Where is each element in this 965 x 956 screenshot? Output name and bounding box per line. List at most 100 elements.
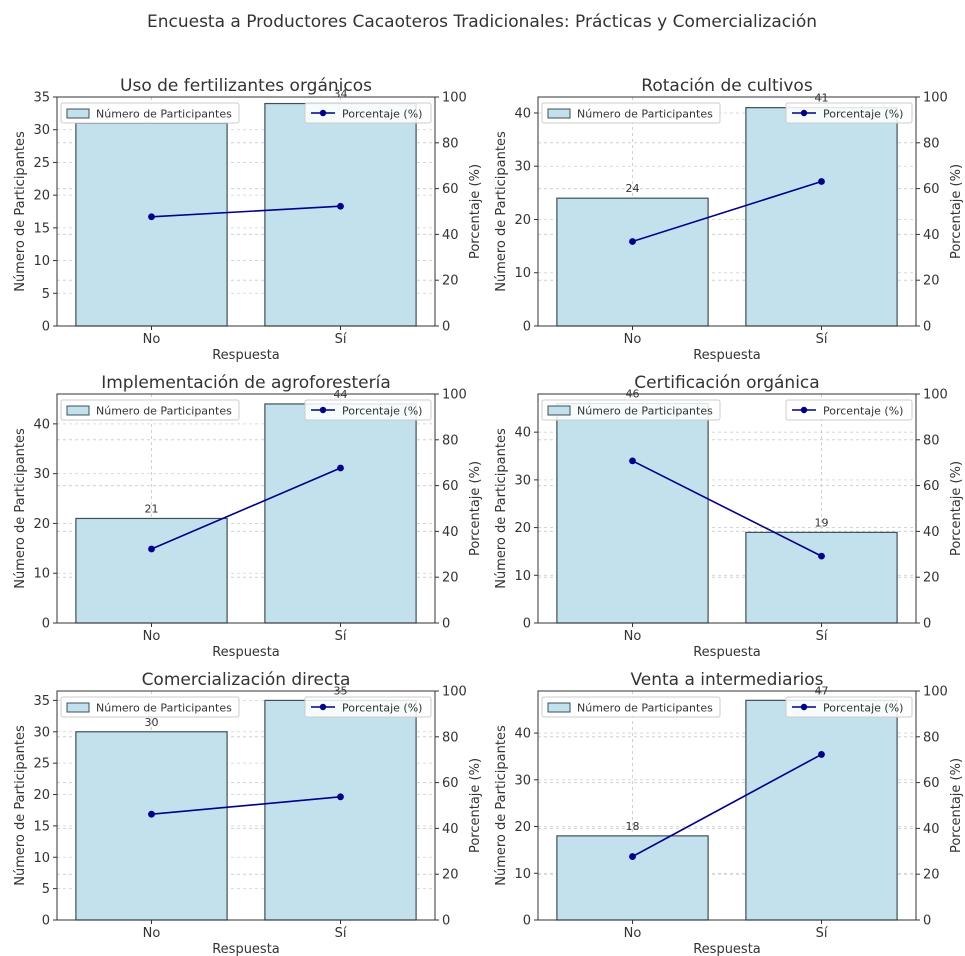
legend-bars: Número de Participantes — [60, 696, 240, 718]
y2-tick-label: 20 — [923, 274, 940, 289]
line-point — [148, 810, 155, 818]
y2-tick-label: 60 — [923, 182, 940, 197]
y2-tick-label: 40 — [442, 822, 459, 837]
bar-value-label: 21 — [145, 502, 159, 515]
legend-label-bars: Número de Participantes — [577, 108, 713, 121]
legend-bars: Número de Participantes — [541, 399, 721, 421]
legend-box — [541, 696, 721, 718]
line-point — [818, 552, 825, 560]
x-axis-label: Respuesta — [212, 645, 280, 660]
y-tick-label: 35 — [33, 694, 50, 709]
x-axis-label: Respuesta — [212, 942, 280, 956]
bar-value-label: 18 — [626, 820, 640, 833]
legend-swatch-marker — [319, 703, 327, 711]
y-tick-label: 30 — [514, 773, 531, 788]
bar-value-label: 19 — [815, 516, 829, 529]
x-tick-label: Sí — [335, 332, 347, 347]
y2-tick-label: 0 — [923, 914, 931, 929]
legend-label-bars: Número de Participantes — [96, 405, 232, 418]
y2-axis-label: Porcentaje (%) — [949, 461, 964, 556]
y-tick-label: 0 — [42, 914, 50, 929]
y-tick-label: 10 — [514, 266, 531, 281]
y2-tick-label: 80 — [923, 433, 940, 448]
line-point — [818, 178, 825, 185]
y-tick-label: 25 — [33, 757, 50, 772]
y-tick-label: 10 — [514, 867, 531, 882]
y2-tick-label: 40 — [442, 228, 459, 243]
plot-frame — [56, 96, 436, 327]
line-series — [632, 460, 822, 557]
line-point — [148, 213, 155, 221]
legend-box — [60, 696, 240, 718]
y2-tick-label: 40 — [923, 525, 940, 540]
legend-line: Porcentaje (%) — [785, 696, 913, 718]
y-tick-label: 35 — [33, 91, 50, 106]
line-point — [337, 793, 344, 801]
legend-box — [785, 696, 913, 718]
y-tick-label: 20 — [514, 213, 531, 228]
y2-tick-label: 40 — [442, 525, 459, 540]
plot-frame — [56, 393, 436, 624]
line-point — [337, 202, 344, 210]
y2-tick-label: 60 — [923, 776, 940, 791]
y2-tick-label: 40 — [923, 822, 940, 837]
y-tick-label: 0 — [523, 617, 531, 632]
y-axis-label: Número de Participantes — [13, 131, 28, 292]
legend-line: Porcentaje (%) — [304, 399, 432, 421]
y-tick-label: 10 — [33, 254, 50, 269]
y-axis-label: Número de Participantes — [494, 428, 509, 589]
legend-line: Porcentaje (%) — [785, 399, 913, 421]
y2-tick-label: 20 — [923, 571, 940, 586]
legend-label-bars: Número de Participantes — [577, 702, 713, 715]
legend-bars: Número de Participantes — [60, 102, 240, 124]
legend-box — [304, 102, 432, 124]
legend-box — [60, 399, 240, 421]
line-point — [818, 751, 825, 758]
y2-axis-label: Porcentaje (%) — [468, 758, 483, 853]
y2-tick-label: 80 — [442, 433, 459, 448]
y-tick-label: 0 — [42, 320, 50, 335]
legend-box — [785, 399, 913, 421]
x-tick-label: No — [143, 926, 161, 941]
bar-value-label: 41 — [815, 92, 829, 105]
legend-label-line: Porcentaje (%) — [823, 405, 903, 418]
y-axis-label: Número de Participantes — [13, 428, 28, 589]
legend-label-bars: Número de Participantes — [96, 702, 232, 715]
bar — [75, 517, 228, 624]
y2-axis-label: Porcentaje (%) — [949, 164, 964, 259]
y-tick-label: 20 — [33, 788, 50, 803]
x-axis-label: Respuesta — [693, 942, 761, 956]
x-tick-label: Sí — [335, 926, 347, 941]
y-tick-label: 40 — [33, 417, 50, 432]
legend-box — [541, 102, 721, 124]
y2-tick-label: 100 — [923, 685, 948, 700]
legend-box — [60, 102, 240, 124]
line-series — [632, 180, 822, 243]
plot-frame — [537, 690, 917, 921]
line-point — [629, 853, 636, 860]
y-tick-label: 10 — [33, 851, 50, 866]
y-tick-label: 15 — [33, 221, 50, 236]
y2-tick-label: 80 — [923, 136, 940, 151]
legend-swatch-bar — [547, 108, 571, 119]
y-tick-label: 20 — [514, 521, 531, 536]
bar — [75, 122, 228, 327]
x-tick-label: Sí — [816, 926, 828, 941]
legend-label-bars: Número de Participantes — [577, 405, 713, 418]
legend-swatch-bar — [547, 405, 571, 416]
line-point — [337, 464, 344, 472]
y2-axis-label: Porcentaje (%) — [949, 758, 964, 853]
x-tick-label: Sí — [816, 332, 828, 347]
legend-swatch-marker — [319, 406, 327, 414]
y2-tick-label: 0 — [923, 617, 931, 632]
x-tick-label: Sí — [335, 629, 347, 644]
y-tick-label: 0 — [42, 617, 50, 632]
y-tick-label: 20 — [514, 820, 531, 835]
plot-frame — [56, 690, 436, 921]
y-tick-label: 30 — [33, 725, 50, 740]
bar — [264, 699, 417, 921]
